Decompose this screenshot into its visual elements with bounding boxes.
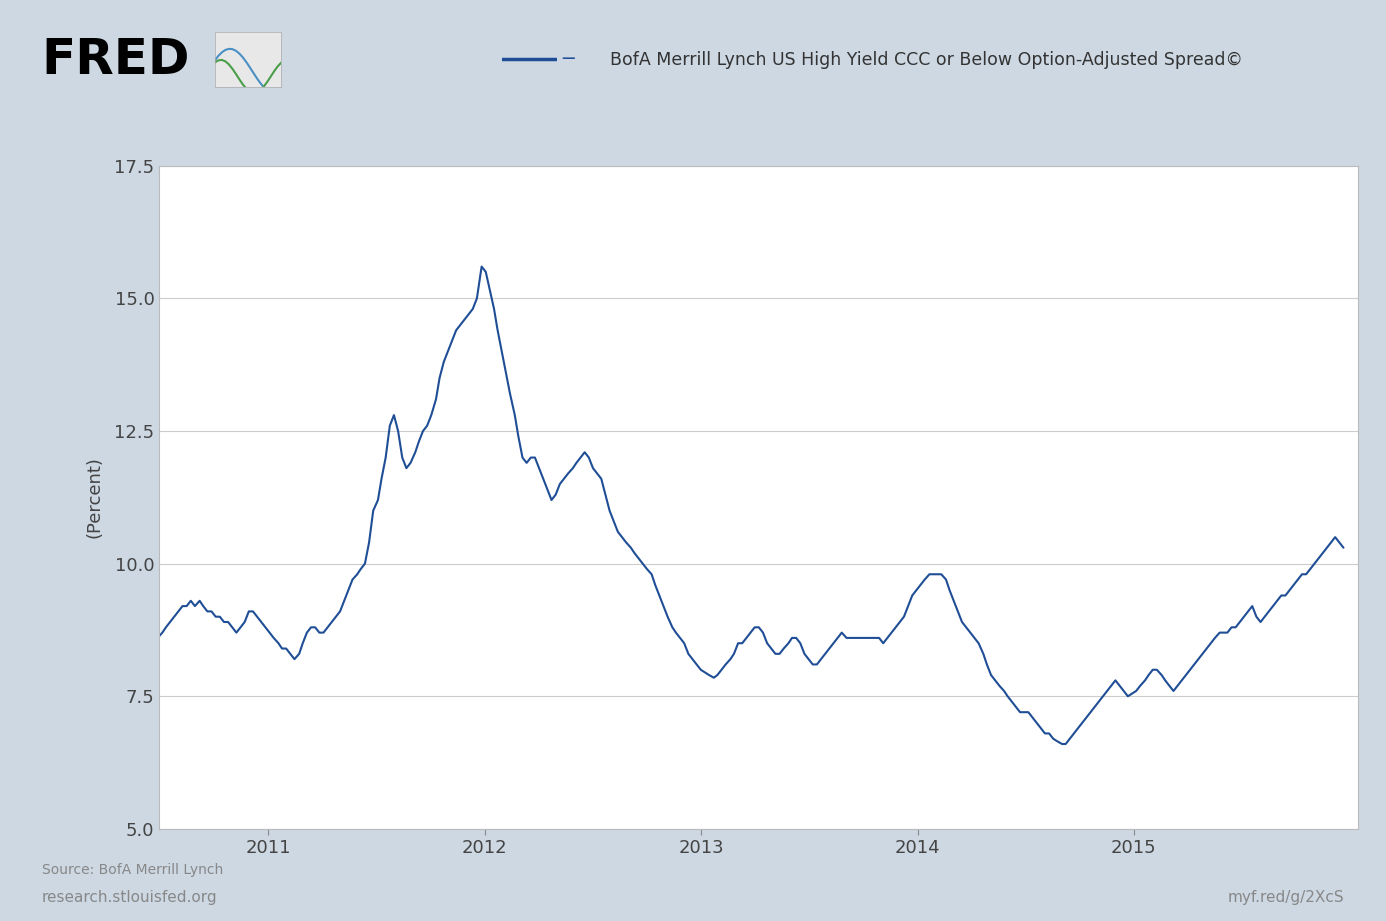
- Text: research.stlouisfed.org: research.stlouisfed.org: [42, 891, 218, 905]
- Y-axis label: (Percent): (Percent): [86, 457, 104, 538]
- Text: Source: BofA Merrill Lynch: Source: BofA Merrill Lynch: [42, 863, 223, 878]
- Text: BofA Merrill Lynch US High Yield CCC or Below Option-Adjusted Spread©: BofA Merrill Lynch US High Yield CCC or …: [610, 51, 1243, 69]
- Text: myf.red/g/2XcS: myf.red/g/2XcS: [1228, 891, 1344, 905]
- Text: FRED: FRED: [42, 36, 190, 84]
- Text: ─: ─: [563, 51, 574, 69]
